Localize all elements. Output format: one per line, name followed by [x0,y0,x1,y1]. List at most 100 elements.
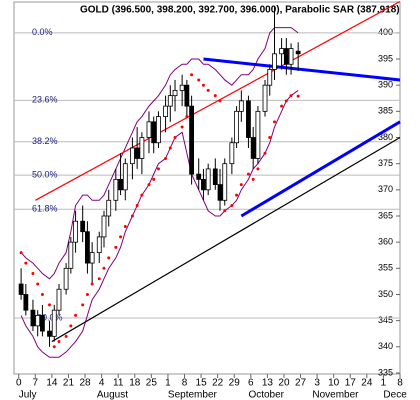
candle-body [23,294,29,311]
candle-body [272,53,277,70]
chart-title: GOLD (396.500, 398.200, 392.700, 396.000… [80,5,400,16]
x-tick-label: 28 [79,378,91,389]
candle-body [51,309,57,337]
sar-dot [40,292,44,296]
candle-body [68,241,74,269]
candle-body [238,100,244,112]
sar-dot [289,94,293,98]
sar-dot [223,209,227,213]
x-tick-label: 7 [33,378,39,389]
sar-dot [256,167,260,171]
sar-dot [52,345,56,349]
candle-body [106,199,112,217]
fib-label: 38.2% [32,136,58,146]
fib-label: 23.6% [32,95,58,105]
x-tick-label: 13 [262,378,274,389]
candle-body [156,116,161,144]
sar-dot [31,272,35,276]
candle-body [279,48,284,55]
candle-body [288,48,294,65]
sar-dot [280,104,284,108]
candle-body [30,309,36,327]
bollinger-band [20,90,299,358]
candle-body [101,215,107,238]
candle-body [255,110,261,159]
y-tick-label: 355 [378,263,393,273]
x-tick-label: 15 [196,378,208,389]
candle-body [283,48,289,65]
candle-body [134,147,140,159]
y-tick-label: 335 [378,367,393,377]
sar-dot [263,151,267,155]
candle-body [139,137,145,159]
sar-dot [246,172,250,176]
candle-body [47,330,52,337]
sar-dot [147,183,151,187]
candle-body [250,137,256,159]
candle-body [73,220,78,243]
x-tick-label: 14 [46,378,58,389]
sar-dot [119,235,123,239]
candle-body [179,84,185,91]
sar-dot [197,78,201,82]
sar-dot [173,136,177,140]
candle-body [184,84,190,107]
sar-dot [81,303,85,307]
y-tick-label: 360 [378,237,393,247]
sar-dot [97,277,101,281]
trendline [203,57,401,82]
sar-dot [206,88,210,92]
x-tick-label: 20 [278,378,290,389]
candle-body [146,121,152,138]
month-label: November [312,390,359,400]
sar-dot [156,167,160,171]
y-tick-label: 375 [378,158,393,168]
sar-dot [235,193,239,197]
candle-body [267,69,273,86]
sar-dot [152,177,156,181]
sar-dot [57,340,61,344]
sar-dot [74,313,78,317]
sar-dot [213,94,217,98]
sar-dot [185,115,189,119]
x-tick-label: 8 [397,378,403,389]
fib-label: 0.0% [32,27,53,37]
candle-body [196,173,202,180]
candle-body [172,90,178,97]
candle-body [246,100,251,138]
fib-label: 50.0% [32,170,58,180]
sar-dot [239,183,243,187]
candle-body [234,110,240,144]
trendline [35,0,401,201]
sar-dot [123,224,127,228]
candle-body [89,252,95,264]
x-tick-label: 8 [182,378,188,389]
x-tick-label: 21 [63,378,75,389]
candle-body [18,283,24,295]
sar-dot [24,261,28,265]
y-tick-label: 345 [378,315,393,325]
y-tick-label: 400 [378,27,393,37]
candle-body [118,178,123,191]
sar-dot [180,125,184,129]
x-tick-label: 22 [212,378,224,389]
candle-body [212,168,218,185]
fib-label: 61.8% [32,204,58,214]
sar-dot [251,177,255,181]
candle-body [63,267,69,290]
sar-dot [107,256,111,260]
x-tick-label: 11 [113,378,124,389]
sar-dot [36,282,40,286]
sar-dot [296,94,300,98]
candle-body [56,288,62,311]
x-tick-label: 29 [229,378,241,389]
x-tick-label: 4 [99,378,105,389]
y-tick-label: 370 [378,184,393,194]
x-tick-label: 18 [129,378,141,389]
x-tick-label: 25 [146,378,158,389]
candle-body [96,236,102,254]
sar-dot [201,83,205,87]
candle-body [151,121,157,144]
y-tick-label: 385 [378,106,393,116]
sar-dot [164,156,168,160]
